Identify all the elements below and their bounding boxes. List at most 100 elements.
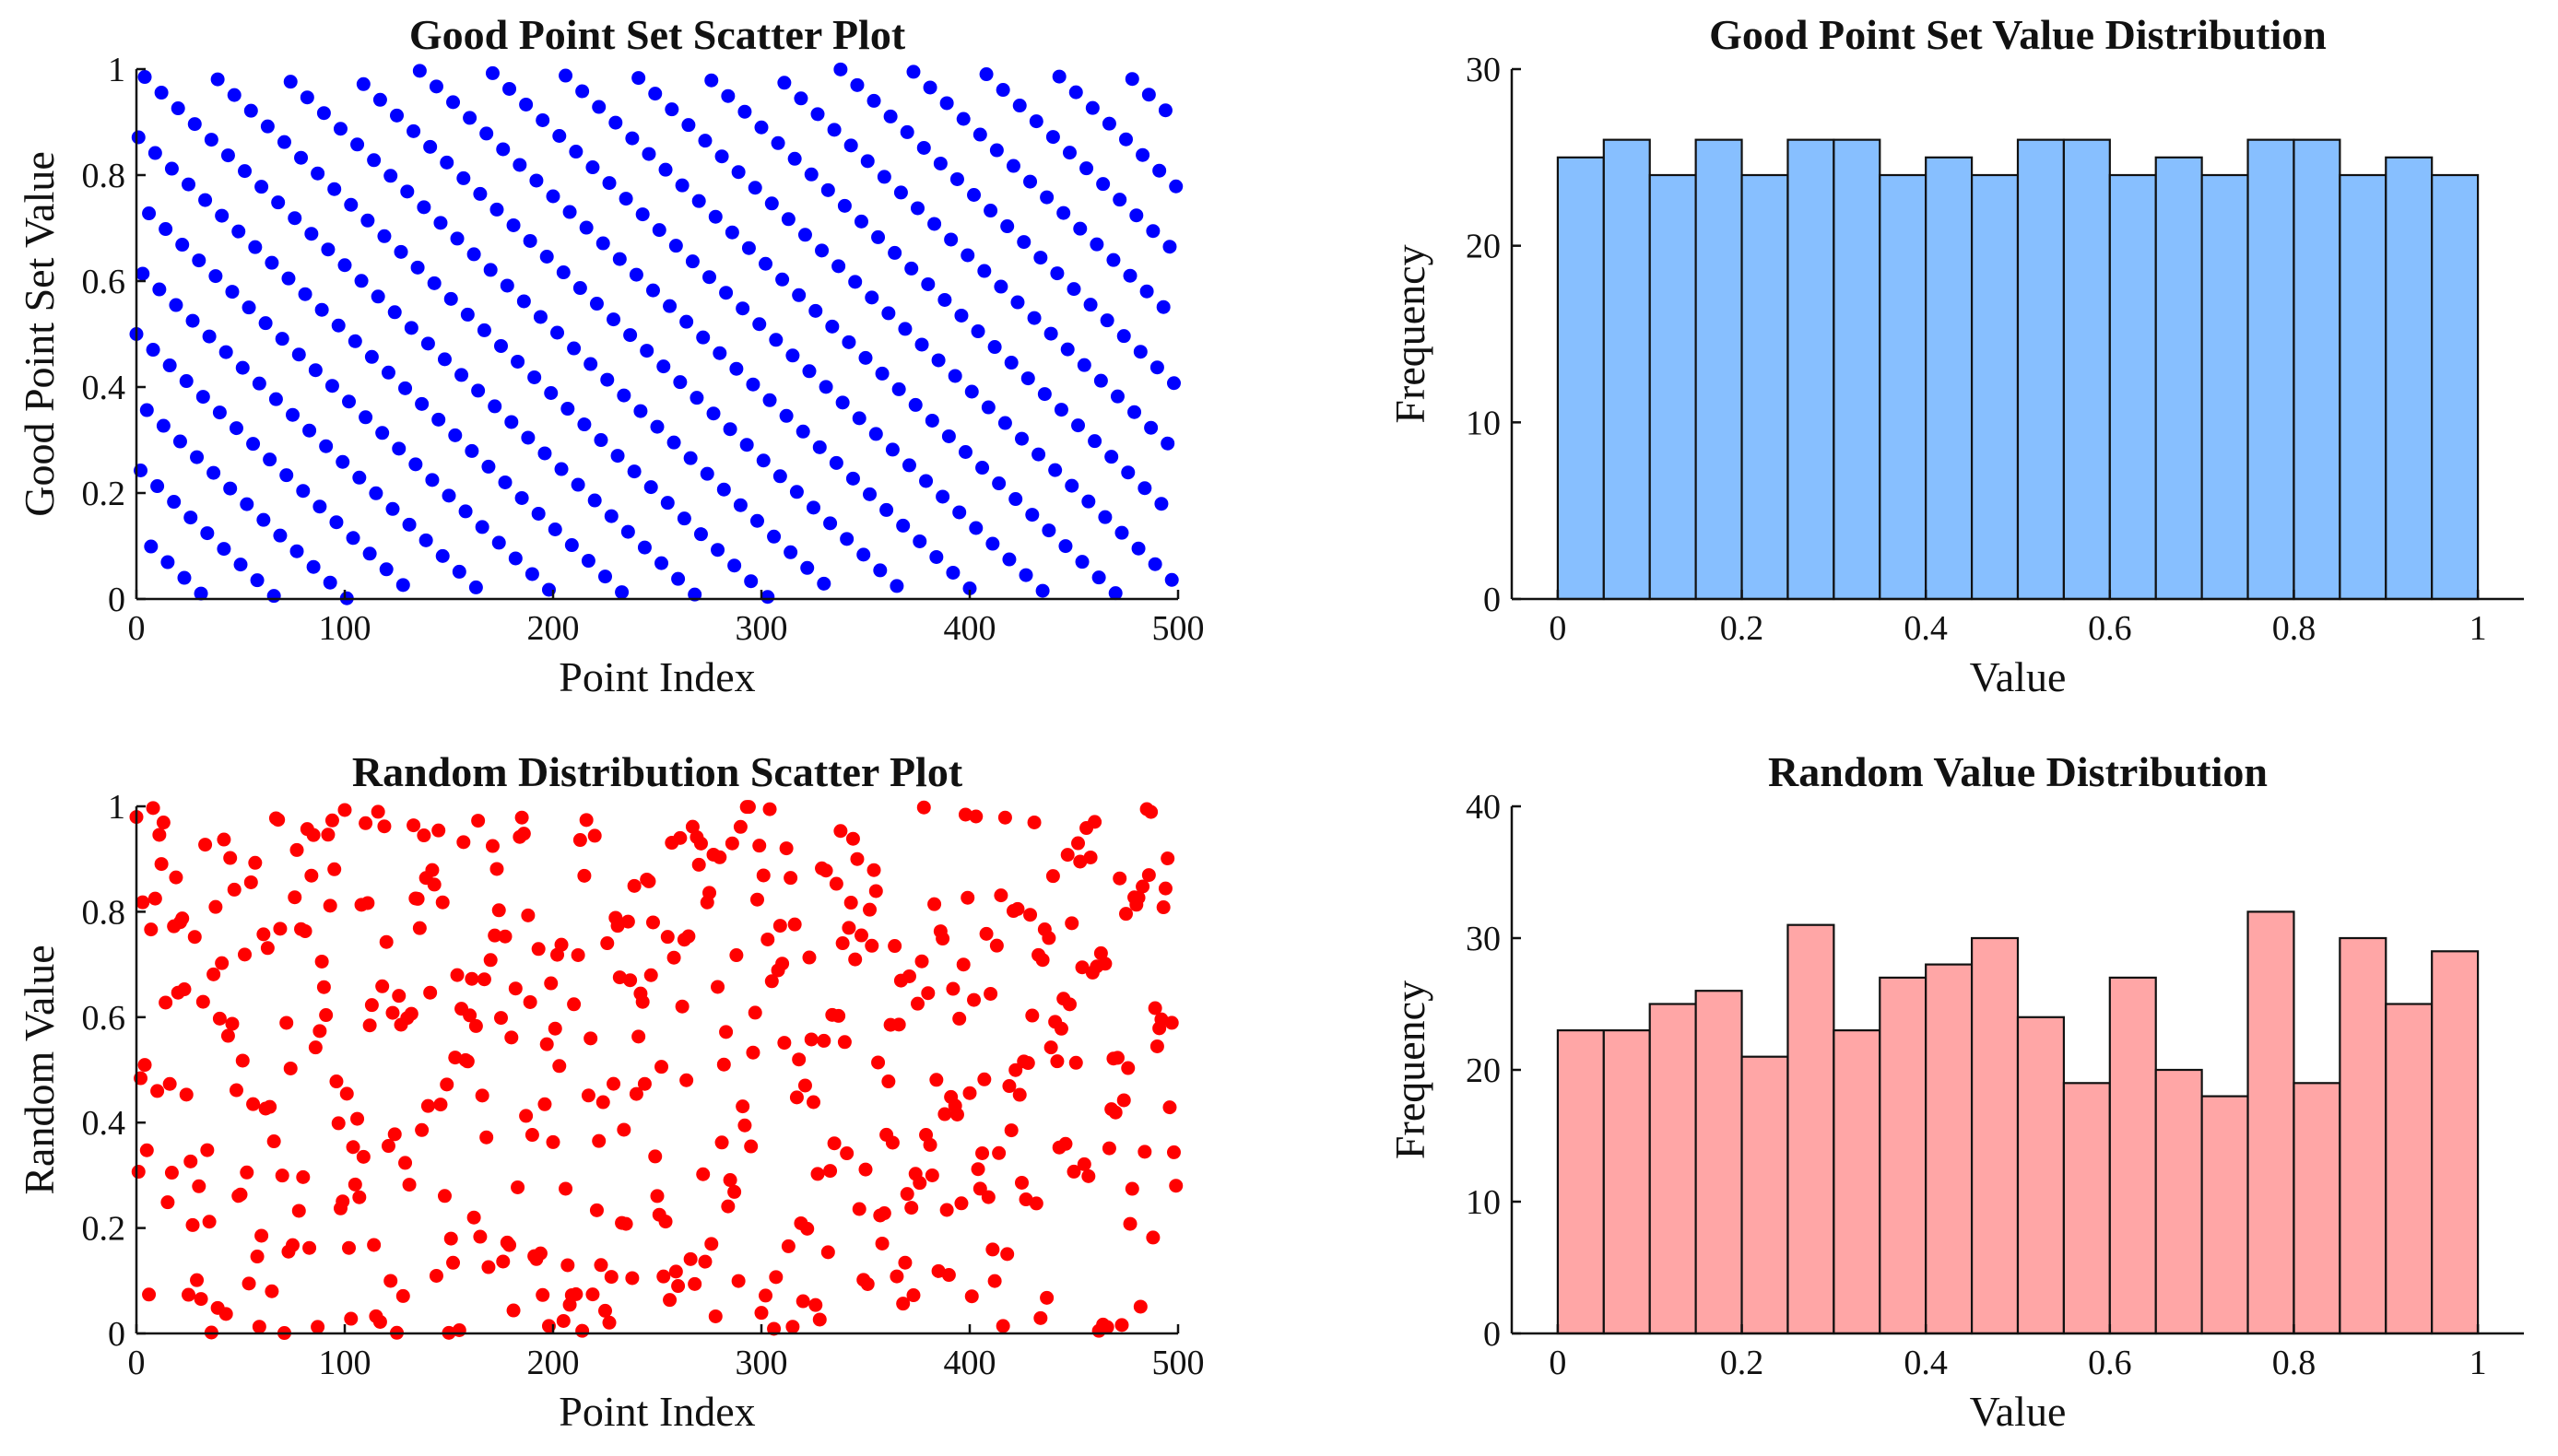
random-scatter-point [514,810,529,825]
good-scatter-point [1048,463,1063,477]
random-scatter-point [491,903,506,918]
good-scatter-point [131,130,146,145]
good-hist-bar [2431,173,2480,601]
good-scatter-point [764,196,779,211]
random-scatter-point [312,1024,327,1039]
good-scatter-point [620,524,635,539]
good-scatter-point [364,349,379,364]
good-scatter-point [552,129,567,144]
good-scatter-point [529,173,544,188]
random-scatter-point [1114,1318,1129,1333]
good-scatter-point [333,122,348,136]
random-scatter-point [1050,1054,1065,1069]
good-scatter-point [631,71,646,86]
good-hist-bar [1925,156,1974,601]
random-scatter-point [1108,1105,1123,1120]
good-hist-bar [1786,138,1835,601]
random-scatter-point [160,1195,175,1210]
random-scatter-point [1054,1021,1068,1036]
good-scatter-point [863,487,878,501]
good-scatter-point [807,500,820,515]
random-scatter-point [1002,1079,1017,1094]
good-scatter-point [1149,360,1164,375]
random-scatter-point [808,1297,823,1312]
good-scatter-point [852,411,866,426]
random-hist-bar [1970,936,2020,1335]
random-scatter-point [1166,1145,1181,1159]
good-scatter-point [979,67,994,82]
random-scatter-point [845,831,860,846]
good-scatter-point [324,379,339,393]
random-scatter-point [671,1279,686,1294]
good-scatter-point [1152,163,1167,178]
good-scatter-point [579,220,594,235]
random-scatter-point [648,1149,663,1164]
good-scatter-point [190,450,205,464]
random-scatter-point [404,1006,418,1021]
random-scatter-point [536,1287,550,1302]
good-scatter-point [891,382,906,396]
random-scatter-point [656,1269,671,1284]
random-scatter-point [787,917,802,932]
good-scatter-point [833,62,848,76]
random-scatter-point [881,1074,896,1089]
random-scatter-point [279,1016,294,1030]
random-scatter-point [465,971,479,986]
random-scatter-point [925,1168,939,1182]
good-scatter-point [362,546,377,561]
random-scatter-point [1012,1087,1027,1102]
random-scatter-point [146,801,160,816]
random-scatter-point [961,890,975,905]
good-scatter-point [225,285,240,299]
random-hist-bar [2431,950,2480,1335]
good-scatter-point [1042,523,1056,538]
random-scatter-point [519,1109,534,1123]
random-scatter-point [1116,1093,1131,1108]
random-scatter-point [183,1154,198,1168]
good-scatter-point [1113,193,1127,207]
random-scatter-point [321,828,336,842]
random-scatter-point [1098,957,1113,971]
random-scatter-point [784,871,798,886]
good-scatter-point [169,298,183,312]
good-scatter-point [437,352,452,367]
good-scatter-point [771,135,785,150]
good-scatter-point [533,310,548,324]
good-scatter-point [456,170,471,185]
good-scatter-point [987,340,1002,355]
random-hist-bar [1648,1003,1697,1335]
good-scatter-point [681,118,696,133]
good-scatter-point [289,544,304,558]
random-scatter-point [306,828,321,842]
good-scatter-point [420,336,435,351]
random-hist-bar [2385,1003,2434,1335]
good-scatter-point [302,423,317,438]
good-scatter-point [800,560,815,575]
good-scatter-point [1110,389,1125,404]
good-scatter-point [939,96,954,111]
random-scatter-point [554,937,569,952]
random-scatter-point [1162,1100,1177,1115]
random-scatter-point [756,868,771,883]
random-scatter-point [136,895,150,910]
random-scatter-point [420,1098,435,1113]
good-scatter-point [992,476,1007,491]
good-scatter-point [471,383,486,398]
random-scatter-point [902,969,916,983]
random-scatter-point [242,1276,256,1291]
random-scatter-point [1019,1192,1033,1207]
random-scatter-point [854,928,868,943]
random-scatter-point [1083,850,1098,864]
random-scatter-point [190,1273,205,1287]
good-scatter-point [860,154,875,169]
good-scatter-point [748,181,762,195]
random-scatter-point [481,1260,496,1274]
random-scatter-point [598,1303,612,1318]
good-scatter-point [139,403,154,417]
good-scatter-point [595,236,610,251]
random-scatter-point [650,1189,665,1204]
good-scatter-y-tick-label: 0.6 [82,263,126,301]
random-hist-bar [2200,1095,2249,1335]
good-scatter-point [1027,311,1042,325]
good-scatter-point [350,137,365,152]
